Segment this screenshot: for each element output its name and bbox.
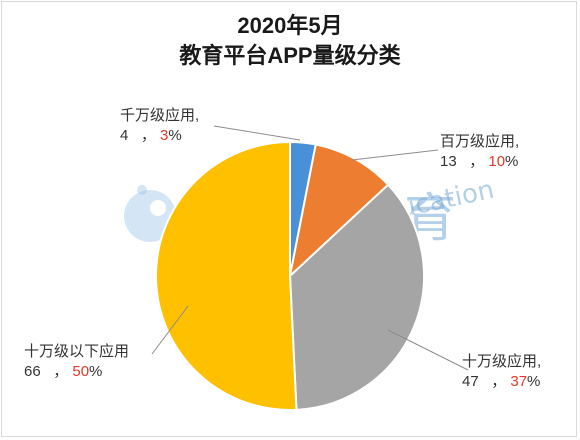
pie-slice-shiwanyixia (155, 140, 298, 411)
label-shiwanyixia-percent: 50 (72, 363, 90, 380)
pie-slice-shiwan (288, 183, 425, 411)
pie-slice-baiwan (288, 143, 390, 279)
leader-line-baiwan (351, 149, 439, 161)
label-baiwan-percent: 10 (488, 153, 506, 170)
label-qianwan-name: 千万级应用 (120, 107, 196, 124)
watermark-logo-icon (118, 178, 188, 248)
label-shiwan-percent: 37 (510, 373, 528, 390)
chart-title-line1: 2020年5月 (237, 13, 343, 38)
label-shiwan-count: 47 (462, 373, 479, 390)
label-shiwan: 十万级应用, 47 ， 37% (462, 353, 542, 390)
label-baiwan-count: 13 (440, 153, 457, 170)
label-qianwan-percent: 3 (160, 127, 169, 144)
label-baiwan-name: 百万级应用 (440, 133, 516, 150)
label-shiwanyixia: 十万级以下应用 66 ， 50% (24, 343, 130, 380)
chart-title-line2: 教育平台APP量级分类 (179, 43, 401, 68)
label-baiwan: 百万级应用, 13 ， 10% (440, 133, 520, 170)
leader-line-shiwanyixia (151, 305, 189, 355)
label-shiwanyixia-count: 66 (24, 363, 41, 380)
label-shiwan-name: 十万级应用 (462, 353, 538, 370)
label-qianwan: 千万级应用, 4 ， 3% (120, 107, 200, 144)
leader-line-qianwan (213, 125, 301, 141)
leader-line-shiwan (387, 329, 469, 371)
label-qianwan-count: 4 (120, 127, 129, 144)
label-shiwanyixia-name: 十万级以下应用 (24, 343, 130, 360)
